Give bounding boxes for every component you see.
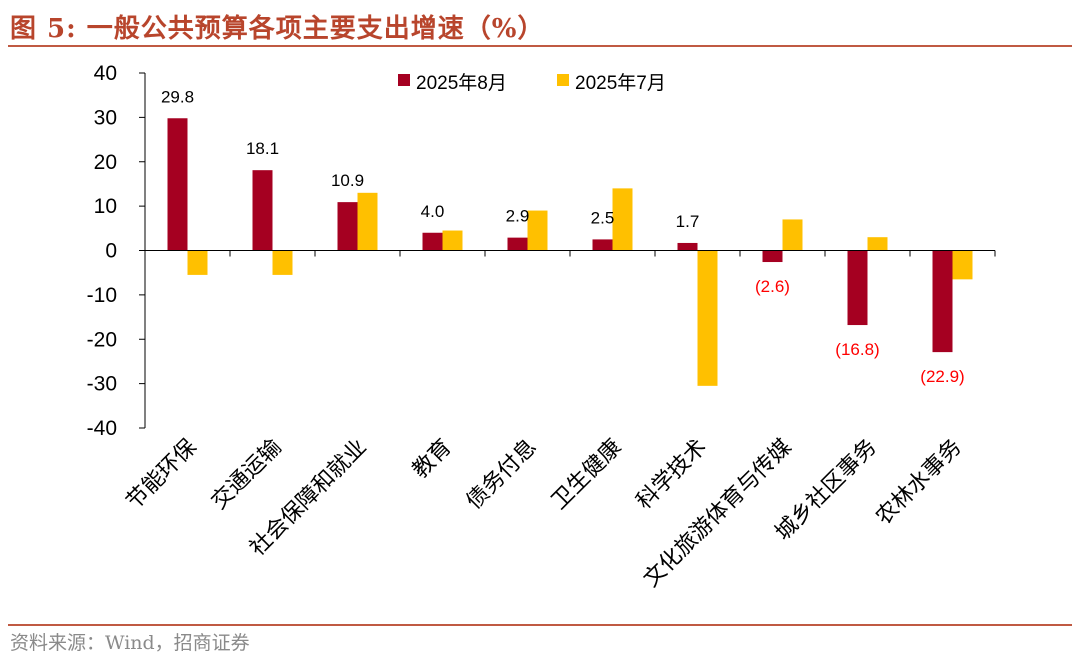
data-label: 18.1 (246, 139, 279, 158)
legend-label-aug: 2025年8月 (416, 72, 507, 94)
footer-rule (8, 624, 1072, 626)
data-label: 1.7 (676, 212, 700, 231)
bar-2025-jul (527, 210, 548, 251)
bar-2025-jul (952, 250, 973, 280)
bars-group (167, 118, 973, 386)
y-tick-label: -20 (87, 328, 117, 351)
data-label: (22.9) (920, 367, 964, 386)
category-label: 教育 (408, 435, 457, 484)
bar-2025-jul (357, 192, 378, 251)
category-label: 节能环保 (122, 435, 202, 515)
y-tick-label: 20 (94, 151, 117, 174)
bar-2025-aug (422, 232, 443, 251)
bar-2025-jul (442, 230, 463, 251)
source-note: 资料来源：Wind，招商证券 (10, 632, 250, 654)
bar-2025-aug (592, 239, 613, 251)
bar-2025-aug (762, 250, 783, 263)
data-labels: 29.8 18.1 10.9 4.0 2.9 2.5 1.7 (2.6) (16.8) (22.9… (161, 87, 965, 386)
bar-2025-aug (337, 202, 358, 251)
bar-2025-jul (867, 237, 888, 251)
y-tick-label: 10 (94, 195, 117, 218)
legend-swatch-jul (557, 74, 569, 86)
bar-2025-aug (507, 237, 528, 251)
y-tick-label: -40 (87, 417, 117, 440)
data-label: 4.0 (421, 202, 445, 221)
bar-2025-jul (612, 188, 633, 251)
title-rule (8, 45, 1072, 47)
category-label: 交通运输 (207, 435, 287, 515)
legend-swatch-aug (398, 74, 410, 86)
bar-2025-jul (697, 250, 718, 386)
legend: 2025年8月 2025年7月 (398, 72, 666, 94)
data-label: 29.8 (161, 87, 194, 106)
legend-label-jul: 2025年7月 (575, 72, 666, 94)
bar-chart: 403020100-10-20-30-40 节能环保 交通运输社会保障和就业 教育债… (87, 62, 996, 593)
category-label: 卫生健康 (547, 435, 627, 515)
y-tick-label: 0 (105, 240, 117, 263)
bar-2025-jul (272, 250, 293, 275)
category-label: 债务付息 (462, 435, 542, 515)
data-label: (2.6) (755, 277, 790, 296)
bar-2025-aug (847, 250, 868, 326)
data-label: (16.8) (835, 340, 879, 359)
bar-2025-aug (932, 250, 953, 353)
y-axis: 40 30 20 10 0 -10 -20 -30 -40 (87, 62, 146, 440)
figure-title: 图 5: 一般公共预算各项主要支出增速（%） (10, 14, 545, 44)
bar-2025-jul (187, 250, 208, 275)
y-tick-label: 30 (94, 106, 117, 129)
y-tick-label: 40 (94, 62, 117, 85)
category-label: 科学技术 (632, 435, 712, 515)
category-label: 文化旅游体育与传媒 (639, 435, 797, 593)
bar-2025-aug (252, 170, 273, 251)
y-tick-label: -10 (87, 284, 117, 307)
data-label: 2.9 (506, 207, 530, 226)
data-label: 2.5 (591, 208, 615, 227)
bar-2025-jul (782, 219, 803, 251)
y-tick-label: -30 (87, 373, 117, 396)
category-label: 农林水事务 (871, 435, 966, 530)
data-label: 10.9 (331, 171, 364, 190)
bar-2025-aug (167, 118, 188, 251)
bar-2025-aug (677, 242, 698, 251)
